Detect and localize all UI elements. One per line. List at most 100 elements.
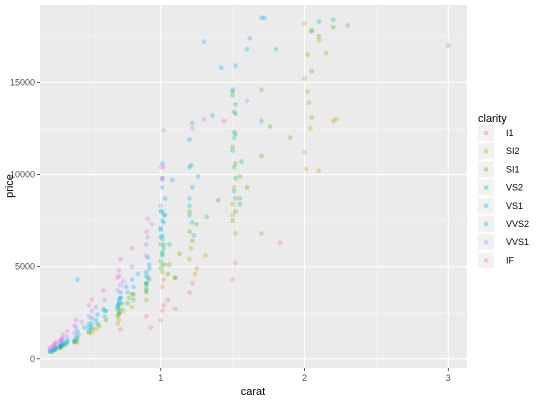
- x-axis-title: carat: [241, 386, 265, 398]
- data-point: [159, 161, 165, 166]
- data-point: [233, 161, 238, 166]
- data-point: [259, 15, 264, 21]
- data-point: [60, 343, 66, 349]
- data-point: [51, 347, 57, 352]
- data-point: [189, 120, 195, 126]
- data-point: [53, 345, 59, 351]
- data-point: [161, 164, 167, 170]
- data-point: [233, 111, 238, 117]
- data-point: [50, 349, 56, 354]
- data-point: [201, 39, 207, 45]
- data-point: [204, 214, 210, 220]
- data-point: [102, 308, 108, 314]
- data-point: [143, 280, 149, 286]
- data-point: [89, 321, 95, 327]
- data-point: [60, 339, 66, 345]
- legend-key-dot: [483, 167, 489, 172]
- data-point: [233, 208, 238, 214]
- legend: clarity I1 SI2 SI1 VS2 VS1 VVS2 VVS1 IF: [478, 113, 529, 269]
- data-point: [74, 328, 80, 334]
- data-point: [118, 295, 123, 301]
- data-point: [146, 262, 152, 268]
- data-point: [302, 150, 307, 155]
- data-point: [187, 203, 192, 209]
- data-point: [159, 236, 165, 242]
- legend-label: VVS2: [506, 219, 529, 229]
- data-point: [233, 63, 238, 69]
- data-point: [57, 343, 63, 349]
- data-point: [305, 89, 310, 95]
- data-point: [118, 306, 123, 312]
- data-point: [187, 208, 192, 214]
- data-point: [188, 162, 194, 168]
- data-point: [120, 278, 126, 284]
- data-point: [259, 118, 264, 124]
- data-point: [177, 251, 182, 257]
- data-point: [120, 308, 126, 314]
- data-point: [230, 92, 236, 98]
- data-point: [267, 124, 273, 130]
- data-point: [123, 284, 129, 290]
- data-point: [230, 277, 236, 282]
- data-point: [166, 262, 172, 268]
- data-point: [50, 347, 56, 352]
- legend-key-dot: [483, 130, 489, 136]
- legend-key: [478, 197, 494, 214]
- data-point: [118, 295, 123, 301]
- data-point: [59, 343, 64, 349]
- data-point: [93, 326, 99, 332]
- data-point: [187, 212, 192, 218]
- data-point: [307, 126, 313, 131]
- data-point: [158, 164, 164, 170]
- data-point: [233, 102, 238, 107]
- data-point: [129, 264, 135, 270]
- data-point: [126, 295, 132, 301]
- data-point: [143, 297, 149, 303]
- grid-layer: [40, 5, 467, 368]
- data-point: [158, 258, 164, 264]
- data-point: [50, 345, 56, 351]
- data-point: [191, 232, 197, 238]
- data-point: [161, 242, 167, 247]
- data-point: [158, 317, 164, 323]
- x-tick-label: 1: [158, 373, 163, 383]
- data-point: [159, 249, 165, 255]
- data-point: [115, 288, 121, 294]
- data-point: [118, 290, 123, 295]
- data-point: [89, 297, 95, 303]
- data-point: [148, 325, 154, 330]
- data-point: [149, 221, 155, 227]
- data-point: [188, 245, 194, 251]
- data-point: [159, 262, 165, 268]
- data-point: [303, 166, 309, 172]
- data-point: [277, 240, 283, 246]
- data-point: [64, 334, 70, 340]
- data-point: [187, 196, 192, 201]
- data-point: [86, 330, 92, 336]
- data-point: [158, 225, 164, 231]
- data-point: [187, 164, 192, 170]
- legend-label: SI1: [506, 164, 520, 174]
- data-point: [51, 343, 57, 349]
- data-point: [233, 175, 238, 181]
- legend-key-dot: [483, 258, 489, 263]
- data-point: [202, 253, 208, 258]
- data-point: [165, 297, 171, 303]
- data-point: [159, 177, 165, 183]
- data-point: [115, 302, 121, 308]
- legend-key-dot: [483, 221, 489, 227]
- data-point: [187, 229, 192, 235]
- data-point: [237, 173, 243, 179]
- data-point: [305, 52, 310, 58]
- data-point: [100, 306, 106, 312]
- data-point: [125, 301, 131, 306]
- data-point: [118, 326, 123, 332]
- data-point: [74, 339, 80, 345]
- data-point: [74, 336, 80, 341]
- data-point: [161, 302, 167, 308]
- data-point: [72, 337, 77, 343]
- data-point: [159, 175, 165, 181]
- data-point: [158, 234, 164, 240]
- data-point: [166, 242, 172, 247]
- data-point: [161, 127, 167, 133]
